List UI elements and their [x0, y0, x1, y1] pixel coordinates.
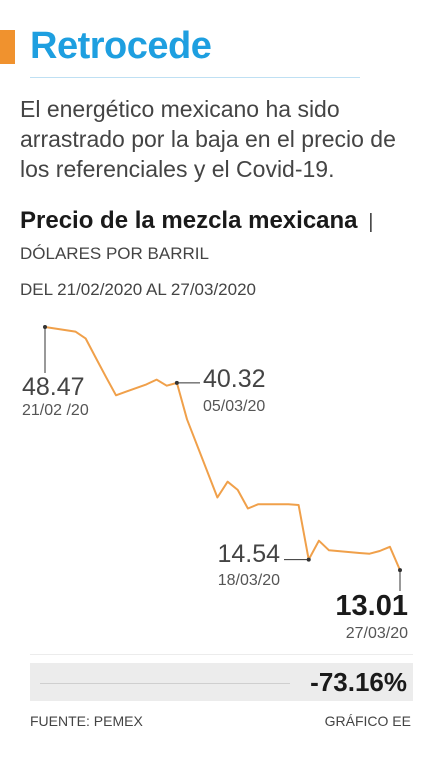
data-point-marker	[174, 380, 179, 385]
data-label-value: 14.54	[217, 540, 280, 568]
title-separator: |	[368, 211, 374, 233]
data-label-date: 27/03/20	[346, 625, 408, 642]
data-label-date: 18/03/20	[218, 572, 280, 589]
data-point-marker	[398, 568, 402, 573]
data-label-value: 40.32	[203, 365, 266, 393]
subtitle: El energético mexicano ha sido arrastrad…	[20, 96, 396, 182]
chart-unit: DÓLARES POR BARRIL	[20, 244, 209, 263]
data-point-marker	[306, 557, 311, 562]
data-label-date: 21/02 /20	[22, 402, 89, 419]
data-label-value: 13.01	[335, 590, 408, 622]
summary-divider	[40, 683, 290, 684]
percent-change: -73.16%	[310, 667, 407, 697]
price-series-line	[44, 326, 401, 571]
headline-accent-bar	[0, 30, 15, 64]
graphic-credit: GRÁFICO EE	[324, 713, 411, 729]
data-label-date: 05/03/20	[203, 398, 265, 415]
date-range: DEL 21/02/2020 AL 27/03/2020	[20, 280, 256, 299]
headline-divider	[30, 77, 360, 78]
summary-box	[30, 663, 413, 701]
headline: Retrocede	[30, 25, 212, 67]
chart-title: Precio de la mezcla mexicana	[20, 207, 358, 234]
data-point-marker	[43, 325, 47, 329]
chart-title-block: Precio de la mezcla mexicana | DÓLARES P…	[20, 206, 430, 269]
source-note: FUENTE: PEMEX	[30, 713, 143, 729]
data-label-value: 48.47	[22, 373, 85, 401]
